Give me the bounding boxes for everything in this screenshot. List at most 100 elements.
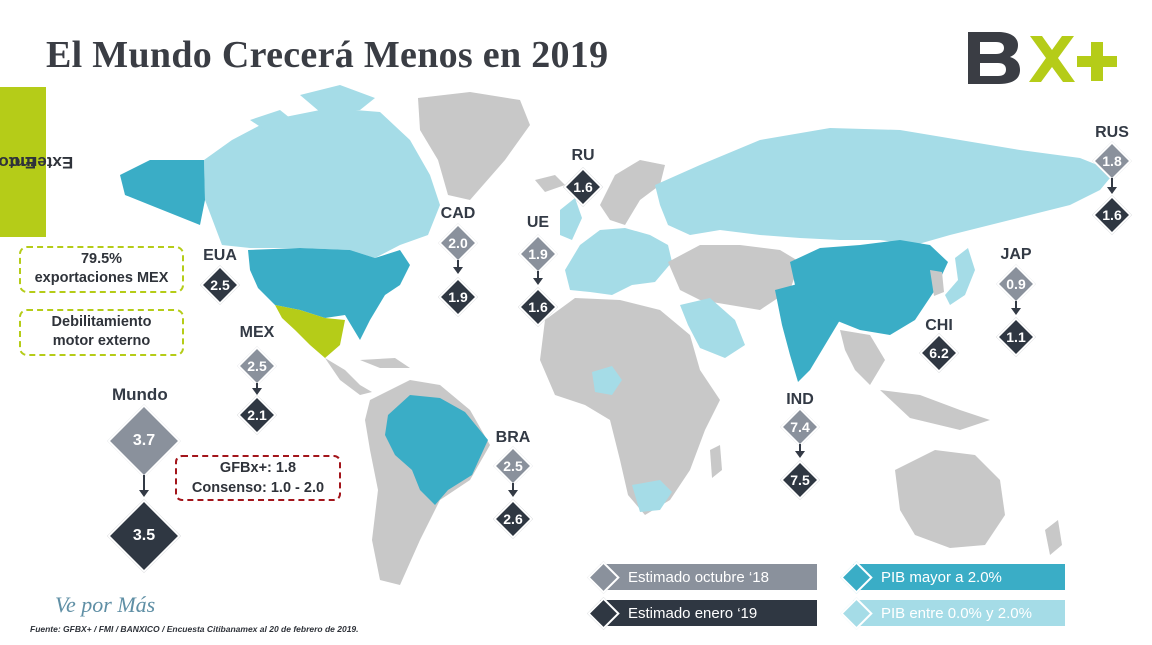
legend-pib-above-diamond-icon bbox=[843, 564, 869, 590]
ind-january-value: 7.5 bbox=[790, 472, 810, 488]
country-label-chi: CHI bbox=[925, 317, 953, 334]
scandinavia bbox=[600, 160, 665, 225]
madagascar bbox=[710, 445, 722, 478]
ue-october-value: 1.9 bbox=[528, 246, 548, 262]
mex-january-value: 2.1 bbox=[247, 407, 267, 423]
uk bbox=[560, 198, 582, 240]
cad-january-value: 1.9 bbox=[448, 289, 468, 305]
ue-arrow bbox=[533, 271, 543, 285]
cad-october-value: 2.0 bbox=[448, 235, 468, 251]
bra-october-value: 2.5 bbox=[503, 458, 523, 474]
russia bbox=[655, 128, 1115, 245]
exports-label: exportaciones MEX bbox=[34, 270, 169, 286]
country-label-rus: RUS bbox=[1095, 124, 1129, 141]
page-title: El Mundo Crecerá Menos en 2019 bbox=[46, 34, 609, 76]
australia bbox=[895, 450, 1005, 548]
arctic-islands bbox=[250, 85, 375, 130]
ind-january-diamond: 7.5 bbox=[786, 466, 814, 494]
africa bbox=[540, 298, 720, 515]
legend-october-label: Estimado octubre ‘18 bbox=[628, 568, 769, 586]
jap-january-diamond: 1.1 bbox=[1002, 323, 1030, 351]
world-january-diamond: 3.5 bbox=[118, 510, 170, 562]
ru-january-value: 1.6 bbox=[573, 179, 593, 195]
ind-october-diamond: 7.4 bbox=[786, 413, 814, 441]
mex-arrow bbox=[252, 383, 262, 395]
bra-october-diamond: 2.5 bbox=[499, 452, 527, 480]
country-label-ind: IND bbox=[786, 391, 814, 408]
south-africa bbox=[632, 480, 672, 512]
europe bbox=[565, 228, 672, 295]
consensus-range: Consenso: 1.0 - 2.0 bbox=[191, 480, 325, 496]
world-label: Mundo bbox=[112, 385, 168, 404]
country-label-ru: RU bbox=[571, 147, 595, 164]
legend-pib-above-label: PIB mayor a 2.0% bbox=[881, 568, 1002, 586]
new-zealand bbox=[1045, 520, 1062, 555]
jap-arrow bbox=[1011, 301, 1021, 315]
world-january-value: 3.5 bbox=[132, 527, 156, 544]
cad-january-diamond: 1.9 bbox=[444, 283, 472, 311]
rus-october-diamond: 1.8 bbox=[1098, 147, 1126, 175]
country-label-mex: MEX bbox=[239, 324, 275, 341]
bra-arrow bbox=[508, 483, 518, 497]
alaska bbox=[120, 160, 205, 225]
eua-january-value: 2.5 bbox=[210, 277, 230, 293]
legend-pib-above: PIB mayor a 2.0% bbox=[853, 564, 1065, 590]
saudi-arabia bbox=[680, 298, 745, 358]
source-note: Fuente: GFBX+ / FMI / BANXICO / Encuesta… bbox=[30, 624, 359, 634]
chi-january-diamond: 6.2 bbox=[925, 339, 953, 367]
mex-october-value: 2.5 bbox=[247, 358, 267, 374]
exports-percent: 79.5% bbox=[80, 251, 123, 267]
jap-october-diamond: 0.9 bbox=[1002, 270, 1030, 298]
gfb-estimate: GFBx+: 1.8 bbox=[219, 460, 297, 476]
jap-january-value: 1.1 bbox=[1006, 329, 1026, 345]
ue-january-diamond: 1.6 bbox=[524, 293, 552, 321]
exports-callout: 79.5% exportaciones MEX bbox=[19, 246, 184, 293]
legend-pib-between-diamond-icon bbox=[843, 600, 869, 626]
cad-arrow bbox=[453, 260, 463, 274]
jap-october-value: 0.9 bbox=[1006, 276, 1026, 292]
chi-january-value: 6.2 bbox=[929, 345, 949, 361]
legend-january: Estimado enero ‘19 bbox=[600, 600, 817, 626]
ue-october-diamond: 1.9 bbox=[524, 240, 552, 268]
china bbox=[790, 240, 948, 335]
ue-january-value: 1.6 bbox=[528, 299, 548, 315]
eua-january-diamond: 2.5 bbox=[206, 271, 234, 299]
legend-january-diamond-icon bbox=[590, 600, 616, 626]
mex-october-diamond: 2.5 bbox=[243, 352, 271, 380]
weakening-callout: Debilitamiento motor externo bbox=[19, 309, 184, 356]
bra-january-value: 2.6 bbox=[503, 511, 523, 527]
weakening-line1: Debilitamiento bbox=[51, 314, 152, 330]
ru-january-diamond: 1.6 bbox=[569, 173, 597, 201]
southeast-asia bbox=[840, 330, 990, 430]
country-label-jap: JAP bbox=[1000, 246, 1032, 263]
rus-january-diamond: 1.6 bbox=[1098, 201, 1126, 229]
brazil bbox=[385, 395, 488, 505]
slogan: Ve por Más bbox=[55, 592, 156, 617]
middle-east bbox=[668, 245, 800, 310]
ind-arrow bbox=[795, 444, 805, 458]
central-america bbox=[325, 358, 410, 395]
bx-plus-logo bbox=[968, 32, 1117, 84]
country-label-cad: CAD bbox=[440, 205, 476, 222]
weakening-line2: motor externo bbox=[52, 333, 151, 349]
legend-october-diamond-icon bbox=[590, 564, 616, 590]
cad-october-diamond: 2.0 bbox=[444, 229, 472, 257]
rus-january-value: 1.6 bbox=[1102, 207, 1122, 223]
country-label-eua: EUA bbox=[203, 247, 237, 264]
gfb-consensus-box: GFBx+: 1.8 Consenso: 1.0 - 2.0 bbox=[175, 455, 341, 501]
mex-january-diamond: 2.1 bbox=[243, 401, 271, 429]
korea bbox=[930, 270, 944, 296]
legend-pib-between-label: PIB entre 0.0% y 2.0% bbox=[881, 604, 1032, 622]
legend-pib-between: PIB entre 0.0% y 2.0% bbox=[853, 600, 1065, 626]
legend-january-label: Estimado enero ‘19 bbox=[628, 604, 758, 622]
world-october-diamond: 3.7 bbox=[118, 415, 170, 467]
nigeria bbox=[592, 366, 622, 395]
usa bbox=[248, 248, 410, 340]
japan bbox=[945, 248, 975, 305]
iceland bbox=[535, 175, 565, 192]
canada bbox=[204, 108, 440, 258]
greenland bbox=[418, 92, 530, 200]
world-arrow bbox=[139, 475, 149, 497]
country-label-bra: BRA bbox=[495, 429, 531, 446]
rus-arrow bbox=[1107, 178, 1117, 194]
